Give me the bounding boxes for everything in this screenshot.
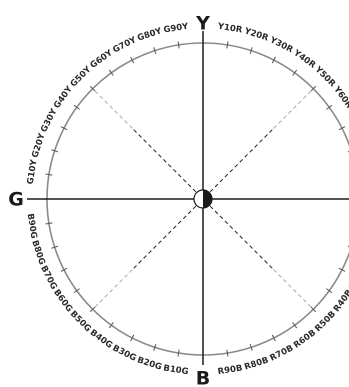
- hue-tick: [130, 56, 135, 64]
- hue-label-g60y: G60Y: [89, 48, 116, 71]
- hue-label-g30y: G30Y: [39, 107, 60, 135]
- diagonal-lines: [92, 88, 314, 310]
- diagonal-line: [209, 205, 274, 270]
- hue-tick: [271, 334, 276, 342]
- diagonal-line: [209, 128, 274, 193]
- hue-tick: [51, 245, 59, 249]
- hue-label-b50g: B50G: [68, 309, 93, 334]
- hue-label-b40g: B40G: [88, 328, 114, 351]
- hue-label-g20y: G20Y: [30, 131, 47, 159]
- hue-tick: [271, 56, 276, 64]
- hue-label-b90g: B90G: [25, 213, 39, 240]
- hue-label-b70g: B70G: [38, 264, 58, 291]
- hue-tick: [73, 288, 80, 294]
- hue-label-b30g: B30G: [111, 343, 138, 363]
- center-half-dark: [203, 190, 212, 208]
- hue-tick: [73, 104, 80, 110]
- hue-tick: [108, 322, 114, 329]
- hue-label-y10r: Y10R: [216, 22, 243, 36]
- hue-label-r50b: R50B: [313, 309, 338, 334]
- hue-tick: [108, 69, 114, 76]
- hue-tick: [153, 47, 157, 55]
- main-label-yellow: Y: [195, 13, 210, 35]
- hue-tick: [177, 41, 180, 49]
- hue-label-g50y: G50Y: [69, 64, 94, 89]
- main-label-blue: B: [196, 368, 210, 387]
- hue-ticks: [45, 41, 349, 357]
- hue-tick: [130, 334, 135, 342]
- hue-label-b60g: B60G: [51, 288, 74, 314]
- hue-tick: [226, 349, 229, 357]
- hue-label-g10y: G10Y: [26, 158, 40, 185]
- hue-label-g70y: G70Y: [111, 35, 139, 56]
- hue-tick: [292, 69, 298, 76]
- hue-label-b80g: B80G: [29, 239, 46, 266]
- diagonal-line: [132, 128, 197, 193]
- hue-tick: [45, 173, 53, 176]
- main-label-green: G: [8, 189, 24, 211]
- hue-label-r60b: R60B: [292, 328, 318, 351]
- hue-tick: [326, 104, 333, 110]
- hue-tick: [45, 222, 53, 225]
- hue-tick: [177, 349, 180, 357]
- hue-label-g80y: G80Y: [136, 26, 164, 43]
- hue-label-y40r: Y40R: [291, 48, 318, 71]
- hue-tick: [60, 126, 68, 131]
- hue-label-g40y: G40Y: [52, 84, 75, 111]
- hue-tick: [292, 322, 298, 329]
- hue-label-y30r: Y30R: [267, 35, 295, 56]
- diagonal-line-faded: [273, 88, 314, 129]
- hue-label-y60r: Y60R: [331, 84, 349, 111]
- hue-tick: [60, 267, 68, 272]
- hue-label-r80b: R80B: [243, 355, 270, 372]
- hue-label-g90y: G90Y: [163, 22, 190, 36]
- hue-label-r90b: R90B: [217, 363, 243, 377]
- hue-tick: [326, 288, 333, 294]
- diagonal-line: [132, 205, 197, 270]
- hue-tick: [338, 267, 346, 272]
- hue-label-r40b: R40B: [332, 288, 349, 314]
- hue-tick: [338, 126, 346, 131]
- hue-label-b10g: B10G: [163, 363, 190, 377]
- hue-label-b20g: B20G: [136, 355, 163, 372]
- hue-tick: [226, 41, 229, 49]
- hue-tick: [249, 343, 253, 351]
- diagonal-line-faded: [273, 269, 314, 310]
- hue-tick: [249, 47, 253, 55]
- diagonal-line-faded: [92, 88, 133, 129]
- center-marker: [193, 189, 213, 209]
- hue-label-y20r: Y20R: [242, 26, 270, 44]
- diagonal-line-faded: [92, 269, 133, 310]
- hue-tick: [153, 343, 157, 351]
- hue-label-r70b: R70B: [268, 343, 295, 363]
- hue-label-y50r: Y50R: [312, 64, 337, 89]
- hue-tick: [51, 149, 59, 153]
